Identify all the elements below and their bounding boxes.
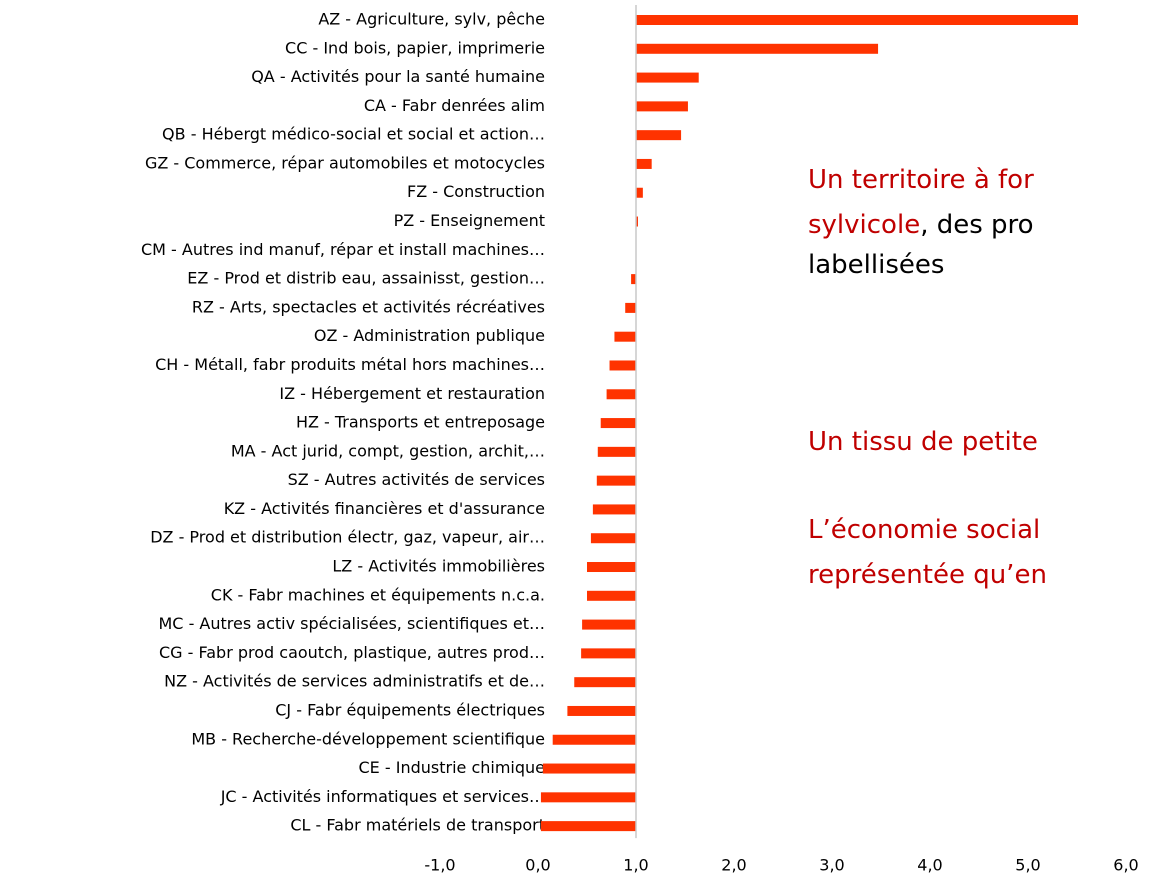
category-label: CG - Fabr prod caoutch, plastique, autre…: [159, 643, 545, 662]
category-label: CC - Ind bois, papier, imprimerie: [285, 38, 545, 57]
category-label: SZ - Autres activités de services: [288, 470, 545, 489]
bar: [587, 562, 636, 573]
annotation: L’économie social: [808, 515, 1040, 545]
annotation: Un tissu de petite: [808, 427, 1038, 457]
bar: [574, 677, 636, 688]
x-tick-label: 0,0: [525, 856, 550, 875]
bar: [552, 734, 636, 745]
bar: [540, 821, 636, 832]
x-tick-label: 5,0: [1015, 856, 1040, 875]
annotation-text: Un territoire à for: [808, 165, 1034, 195]
annotation-text: sylvicole: [808, 210, 920, 240]
x-tick-label: 1,0: [623, 856, 648, 875]
annotation: labellisées: [808, 250, 944, 280]
category-label: CA - Fabr denrées alim: [364, 96, 545, 115]
category-label: AZ - Agriculture, sylv, pêche: [318, 10, 545, 29]
category-label: DZ - Prod et distribution électr, gaz, v…: [150, 528, 545, 547]
category-label: MB - Recherche-développement scientifiqu…: [191, 729, 545, 748]
annotation: sylvicole, des pro: [808, 210, 1034, 240]
category-label: MA - Act jurid, compt, gestion, archit,…: [231, 441, 545, 460]
bar: [540, 792, 636, 803]
bar: [614, 331, 636, 342]
category-label: QB - Hébergt médico-social et social et …: [162, 125, 545, 144]
bar: [636, 101, 688, 112]
bar: [542, 763, 636, 774]
annotation-text: L’économie social: [808, 515, 1040, 545]
bar: [596, 475, 636, 486]
category-label: CK - Fabr machines et équipements n.c.a.: [211, 585, 545, 604]
category-label: JC - Activités informatiques et services…: [220, 787, 545, 806]
bar: [592, 504, 636, 515]
bar: [582, 619, 636, 630]
category-label: OZ - Administration publique: [314, 326, 545, 345]
category-label: MC - Autres activ spécialisées, scientif…: [159, 614, 546, 633]
annotation-text: représentée qu’en: [808, 560, 1047, 590]
bar: [636, 158, 652, 169]
category-label: CH - Métall, fabr produits métal hors ma…: [155, 355, 545, 374]
category-label: CE - Industrie chimique: [359, 758, 546, 777]
bar: [609, 360, 636, 371]
bar: [597, 446, 636, 457]
bar: [636, 43, 879, 54]
annotation-text: labellisées: [808, 250, 944, 280]
category-label: QA - Activités pour la santé humaine: [251, 67, 545, 86]
category-label: LZ - Activités immobilières: [332, 557, 545, 576]
bar: [636, 187, 643, 198]
x-tick-label: 4,0: [917, 856, 942, 875]
annotation: Un territoire à for: [808, 165, 1034, 195]
category-label: KZ - Activités financières et d'assuranc…: [224, 499, 545, 518]
category-label: CM - Autres ind manuf, répar et install …: [141, 240, 545, 259]
category-label: RZ - Arts, spectacles et activités récré…: [192, 297, 545, 316]
annotation-text: , des pro: [920, 210, 1033, 240]
category-label: HZ - Transports et entreposage: [296, 413, 545, 432]
category-label: PZ - Enseignement: [394, 211, 545, 230]
bar: [636, 130, 682, 141]
x-tick-label: 3,0: [819, 856, 844, 875]
bar: [606, 389, 636, 400]
category-label: EZ - Prod et distrib eau, assainisst, ge…: [187, 269, 545, 288]
category-label: CL - Fabr matériels de transport: [290, 816, 545, 835]
bar: [587, 590, 636, 601]
bar: [636, 216, 638, 227]
bar: [636, 72, 699, 83]
bar: [636, 15, 1078, 25]
category-label: NZ - Activités de services administratif…: [164, 672, 545, 691]
x-tick-label: 6,0: [1113, 856, 1138, 875]
annotation-text: Un tissu de petite: [808, 427, 1038, 457]
x-tick-label: -1,0: [424, 856, 455, 875]
category-label: FZ - Construction: [407, 182, 545, 201]
category-label: GZ - Commerce, répar automobiles et moto…: [145, 153, 545, 172]
category-label: CJ - Fabr équipements électriques: [275, 700, 545, 719]
bar: [625, 302, 636, 313]
bar: [600, 418, 636, 429]
x-tick-label: 2,0: [721, 856, 746, 875]
bar: [590, 533, 636, 544]
bar: [581, 648, 636, 659]
bar: [631, 274, 636, 285]
annotation: représentée qu’en: [808, 560, 1047, 590]
category-label: IZ - Hébergement et restauration: [279, 384, 545, 403]
bar: [567, 705, 636, 716]
